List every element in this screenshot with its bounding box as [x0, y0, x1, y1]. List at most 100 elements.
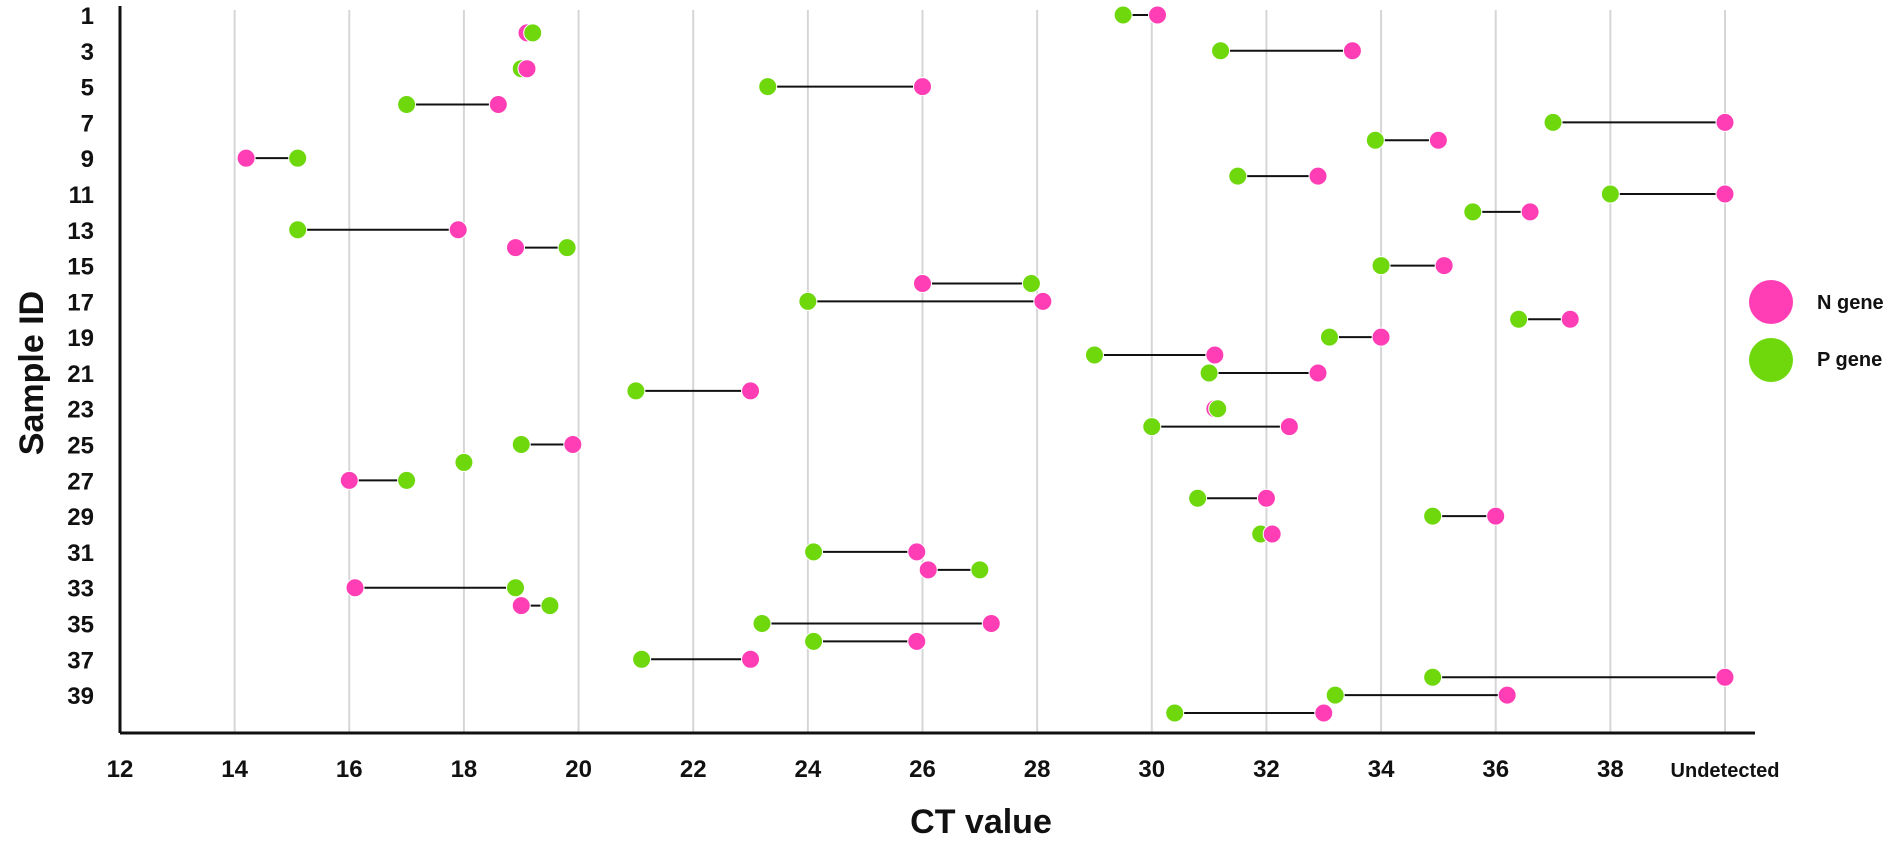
y-tick-label: 21 [67, 361, 94, 388]
p-gene-point-sample-6 [397, 94, 417, 114]
n-gene-point-sample-33 [345, 578, 365, 598]
n-gene-point-sample-39 [1497, 685, 1517, 705]
n-gene-point-sample-19 [1371, 327, 1391, 347]
grid-lines [233, 10, 1726, 733]
p-gene-point-sample-20 [1084, 345, 1104, 365]
x-tick-label: 32 [1253, 756, 1280, 783]
x-tick-label: 12 [107, 756, 134, 783]
x-tick-label: 38 [1597, 756, 1624, 783]
p-gene-point-sample-37 [632, 649, 652, 669]
x-tick-label: 30 [1138, 756, 1165, 783]
p-gene-point-sample-13 [288, 220, 308, 240]
y-tick-label: 1 [81, 3, 94, 30]
legend-n-gene-label: N gene [1817, 292, 1884, 314]
y-tick-label: 9 [81, 146, 94, 173]
n-gene-point-sample-25 [563, 435, 583, 455]
n-gene-point-sample-38 [1715, 667, 1735, 687]
n-gene-point-sample-17 [1033, 291, 1053, 311]
p-gene-point-sample-18 [1509, 309, 1529, 329]
legend: N gene P gene [1749, 280, 1884, 382]
y-tick-label: 5 [81, 75, 94, 102]
y-tick-label: 27 [67, 468, 94, 495]
axes [118, 6, 1755, 735]
p-gene-point-sample-40 [1165, 703, 1185, 723]
x-tick-label: 20 [565, 756, 592, 783]
x-tick-label: 34 [1368, 756, 1395, 783]
p-gene-point-sample-22 [626, 381, 646, 401]
n-gene-point-sample-21 [1308, 363, 1328, 383]
p-gene-point-sample-10 [1228, 166, 1248, 186]
n-gene-point-sample-27 [339, 470, 359, 490]
p-gene-point-sample-15 [1371, 256, 1391, 276]
y-tick-label: 23 [67, 397, 94, 424]
p-gene-point-sample-19 [1319, 327, 1339, 347]
x-tick-label: 24 [795, 756, 822, 783]
y-tick-label: 39 [67, 683, 94, 710]
n-gene-point-sample-3 [1342, 41, 1362, 61]
p-gene-point-sample-31 [804, 542, 824, 562]
x-tick-label: 16 [336, 756, 363, 783]
x-tick-label: 28 [1024, 756, 1051, 783]
p-gene-point-sample-35 [752, 614, 772, 634]
y-tick-label: 35 [67, 612, 94, 639]
n-gene-point-sample-6 [488, 94, 508, 114]
p-gene-point-sample-9 [288, 148, 308, 168]
p-gene-point-sample-36 [804, 631, 824, 651]
n-gene-point-sample-5 [913, 77, 932, 97]
legend-n-gene-marker [1749, 280, 1793, 324]
y-tick-label: 19 [67, 325, 94, 352]
n-gene-point-sample-13 [448, 220, 468, 240]
n-gene-point-sample-12 [1520, 202, 1540, 222]
n-gene-point-sample-4 [517, 59, 537, 79]
n-gene-point-sample-16 [913, 273, 932, 293]
p-gene-point-sample-23 [1208, 399, 1228, 419]
p-gene-point-sample-26 [454, 452, 474, 472]
p-gene-point-sample-8 [1365, 130, 1385, 150]
p-gene-point-sample-14 [557, 238, 577, 258]
n-gene-point-sample-1 [1148, 5, 1168, 25]
p-gene-point-sample-38 [1423, 667, 1443, 687]
y-tick-label: 7 [81, 110, 94, 137]
p-gene-point-sample-25 [511, 435, 531, 455]
n-gene-point-sample-32 [918, 560, 938, 580]
n-gene-point-sample-35 [981, 614, 1001, 634]
n-gene-point-sample-14 [506, 238, 526, 258]
p-gene-point-sample-34 [540, 596, 560, 616]
p-gene-point-sample-27 [397, 470, 417, 490]
n-gene-point-sample-7 [1715, 112, 1735, 132]
p-gene-point-sample-12 [1463, 202, 1483, 222]
y-tick-label: 13 [67, 218, 94, 245]
y-tick-label: 29 [67, 504, 94, 531]
y-axis-title: Sample ID [13, 291, 51, 455]
y-tick-label: 15 [67, 254, 94, 281]
y-tick-label: 3 [81, 39, 94, 66]
p-gene-point-sample-33 [506, 578, 526, 598]
legend-p-gene-label: P gene [1817, 349, 1882, 371]
p-gene-point-sample-28 [1188, 488, 1208, 508]
n-gene-point-sample-40 [1314, 703, 1334, 723]
y-tick-label: 33 [67, 576, 94, 603]
connector-lines [246, 14, 1725, 714]
p-gene-point-sample-5 [758, 77, 778, 97]
p-gene-point-sample-24 [1142, 417, 1162, 437]
n-gene-point-sample-18 [1560, 309, 1580, 329]
p-gene-point-sample-11 [1600, 184, 1620, 204]
x-tick-label: 26 [909, 756, 936, 783]
p-gene-point-sample-21 [1199, 363, 1219, 383]
n-gene-point-sample-34 [511, 596, 531, 616]
n-gene-point-sample-28 [1256, 488, 1276, 508]
x-tick-label-undetected: Undetected [1671, 760, 1780, 782]
x-tick-label: 22 [680, 756, 707, 783]
x-tick-label: 14 [221, 756, 248, 783]
legend-p-gene-marker [1749, 338, 1793, 382]
n-gene-point-sample-11 [1715, 184, 1735, 204]
x-axis-title: CT value [910, 803, 1052, 841]
p-gene-point-sample-16 [1021, 273, 1041, 293]
p-gene-point-sample-39 [1325, 685, 1345, 705]
n-gene-point-sample-36 [907, 631, 927, 651]
p-gene-point-sample-17 [798, 291, 818, 311]
n-gene-point-sample-31 [907, 542, 927, 562]
y-tick-label: 17 [67, 289, 94, 316]
n-gene-point-sample-10 [1308, 166, 1328, 186]
